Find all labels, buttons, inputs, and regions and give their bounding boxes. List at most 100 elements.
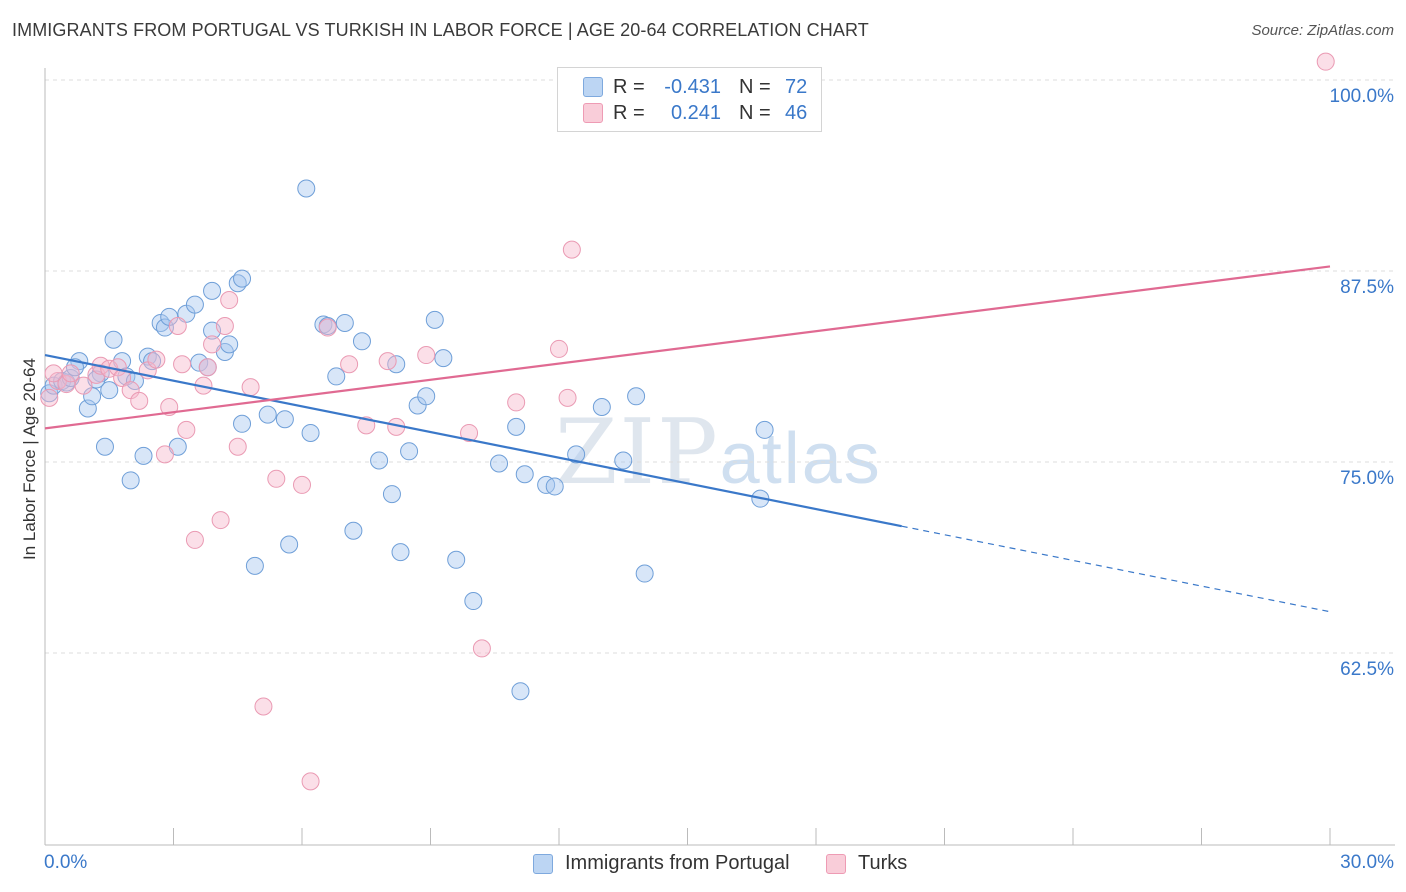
turks-point	[198, 358, 217, 377]
portugal-point	[567, 445, 586, 464]
turks-point	[460, 423, 479, 442]
portugal-point	[545, 477, 564, 496]
turks-point	[211, 511, 230, 530]
y-axis-label: In Labor Force | Age 20-64	[20, 358, 39, 560]
legend-n-label: N =	[739, 75, 771, 98]
portugal-point	[434, 349, 453, 368]
portugal-point	[627, 387, 646, 406]
turks-point	[220, 291, 239, 310]
turks-point	[155, 445, 174, 464]
turks-point	[558, 388, 577, 407]
turks-point	[1316, 52, 1335, 71]
portugal-point	[391, 543, 410, 562]
turks-point	[61, 364, 80, 383]
portugal-point	[104, 330, 123, 349]
portugal-trend-extension	[901, 525, 1331, 613]
turks-point	[562, 240, 581, 259]
turks-point	[215, 317, 234, 336]
turks-point	[168, 317, 187, 336]
turks-point	[241, 378, 260, 397]
turks-point	[417, 346, 436, 365]
turks-point	[301, 772, 320, 791]
legend-n-label: N =	[739, 101, 771, 124]
y-tick-75: 75.0%	[1340, 468, 1394, 489]
portugal-point	[95, 437, 114, 456]
legend-r-label: R =	[613, 101, 645, 124]
bottom-legend-label-portugal: Immigrants from Portugal	[565, 852, 790, 874]
turks-point	[550, 339, 568, 358]
turks-point	[40, 388, 59, 407]
portugal-point	[121, 471, 140, 490]
portugal-point	[134, 446, 153, 465]
portugal-point	[155, 318, 174, 337]
turks-point	[472, 639, 491, 658]
chart-title: IMMIGRANTS FROM PORTUGAL VS TURKISH IN L…	[12, 20, 869, 40]
bottom-legend-swatch-turks	[826, 853, 846, 874]
portugal-point	[220, 335, 239, 354]
portugal-point	[78, 399, 97, 418]
y-tick-100: 100.0%	[1329, 86, 1394, 107]
turks-point	[507, 393, 526, 412]
turks-point	[74, 376, 93, 395]
legend-r-value: 0.241	[670, 101, 721, 124]
portugal-point	[275, 410, 294, 429]
portugal-point	[335, 313, 354, 332]
portugal-point	[511, 682, 530, 701]
turks-trend-line	[44, 265, 1331, 430]
legend-row-turks: R = 0.241 N = 46	[583, 101, 807, 125]
portugal-point	[635, 564, 654, 583]
turks-point	[44, 364, 63, 383]
portugal-point	[185, 295, 204, 314]
portugal-point	[297, 179, 316, 198]
portugal-trend-line	[44, 353, 902, 528]
legend-swatch-portugal	[583, 77, 603, 97]
portugal-point	[280, 535, 299, 554]
portugal-point	[464, 592, 483, 611]
portugal-point	[258, 405, 277, 424]
x-axis-max-label: 30.0%	[1340, 852, 1394, 873]
y-tick-87-5: 87.5%	[1340, 277, 1394, 298]
portugal-point	[327, 367, 346, 386]
x-axis-min-label: 0.0%	[44, 852, 88, 873]
legend-n-value: 72	[785, 75, 808, 98]
turks-point	[378, 352, 397, 371]
turks-point	[185, 530, 204, 549]
portugal-point	[301, 423, 320, 442]
portugal-point	[233, 269, 252, 288]
portugal-point	[490, 454, 509, 473]
legend-r-label: R =	[613, 75, 645, 98]
portugal-point	[352, 332, 371, 351]
bottom-legend-turks: Turks	[826, 852, 907, 875]
turks-point	[318, 318, 337, 337]
portugal-point	[614, 451, 633, 470]
watermark: ZIPatlas	[555, 400, 882, 505]
portugal-point	[447, 550, 466, 569]
turks-point	[293, 475, 311, 494]
y-tick-62-5: 62.5%	[1340, 659, 1394, 680]
portugal-point	[592, 397, 611, 416]
portugal-point	[507, 417, 526, 436]
legend-row-portugal: R = -0.431 N = 72	[583, 75, 807, 99]
bottom-legend-label-turks: Turks	[858, 852, 908, 874]
correlation-legend: R = -0.431 N = 72 R = 0.241 N = 46	[557, 67, 822, 132]
turks-point	[130, 391, 149, 410]
legend-n-value: 46	[785, 101, 808, 124]
portugal-point	[203, 281, 222, 300]
legend-swatch-turks	[583, 103, 603, 123]
portugal-point	[100, 381, 119, 400]
portugal-point	[344, 521, 363, 540]
portugal-point	[233, 414, 252, 433]
turks-point	[147, 350, 166, 369]
portugal-point	[755, 420, 774, 439]
portugal-point	[400, 442, 419, 461]
turks-point	[267, 469, 286, 488]
portugal-point	[425, 310, 444, 329]
portugal-point	[515, 465, 534, 484]
portugal-point	[382, 485, 401, 504]
turks-point	[228, 437, 247, 456]
turks-point	[254, 697, 273, 716]
turks-point	[340, 355, 359, 374]
turks-point	[173, 355, 192, 374]
legend-r-value: -0.431	[664, 75, 721, 98]
